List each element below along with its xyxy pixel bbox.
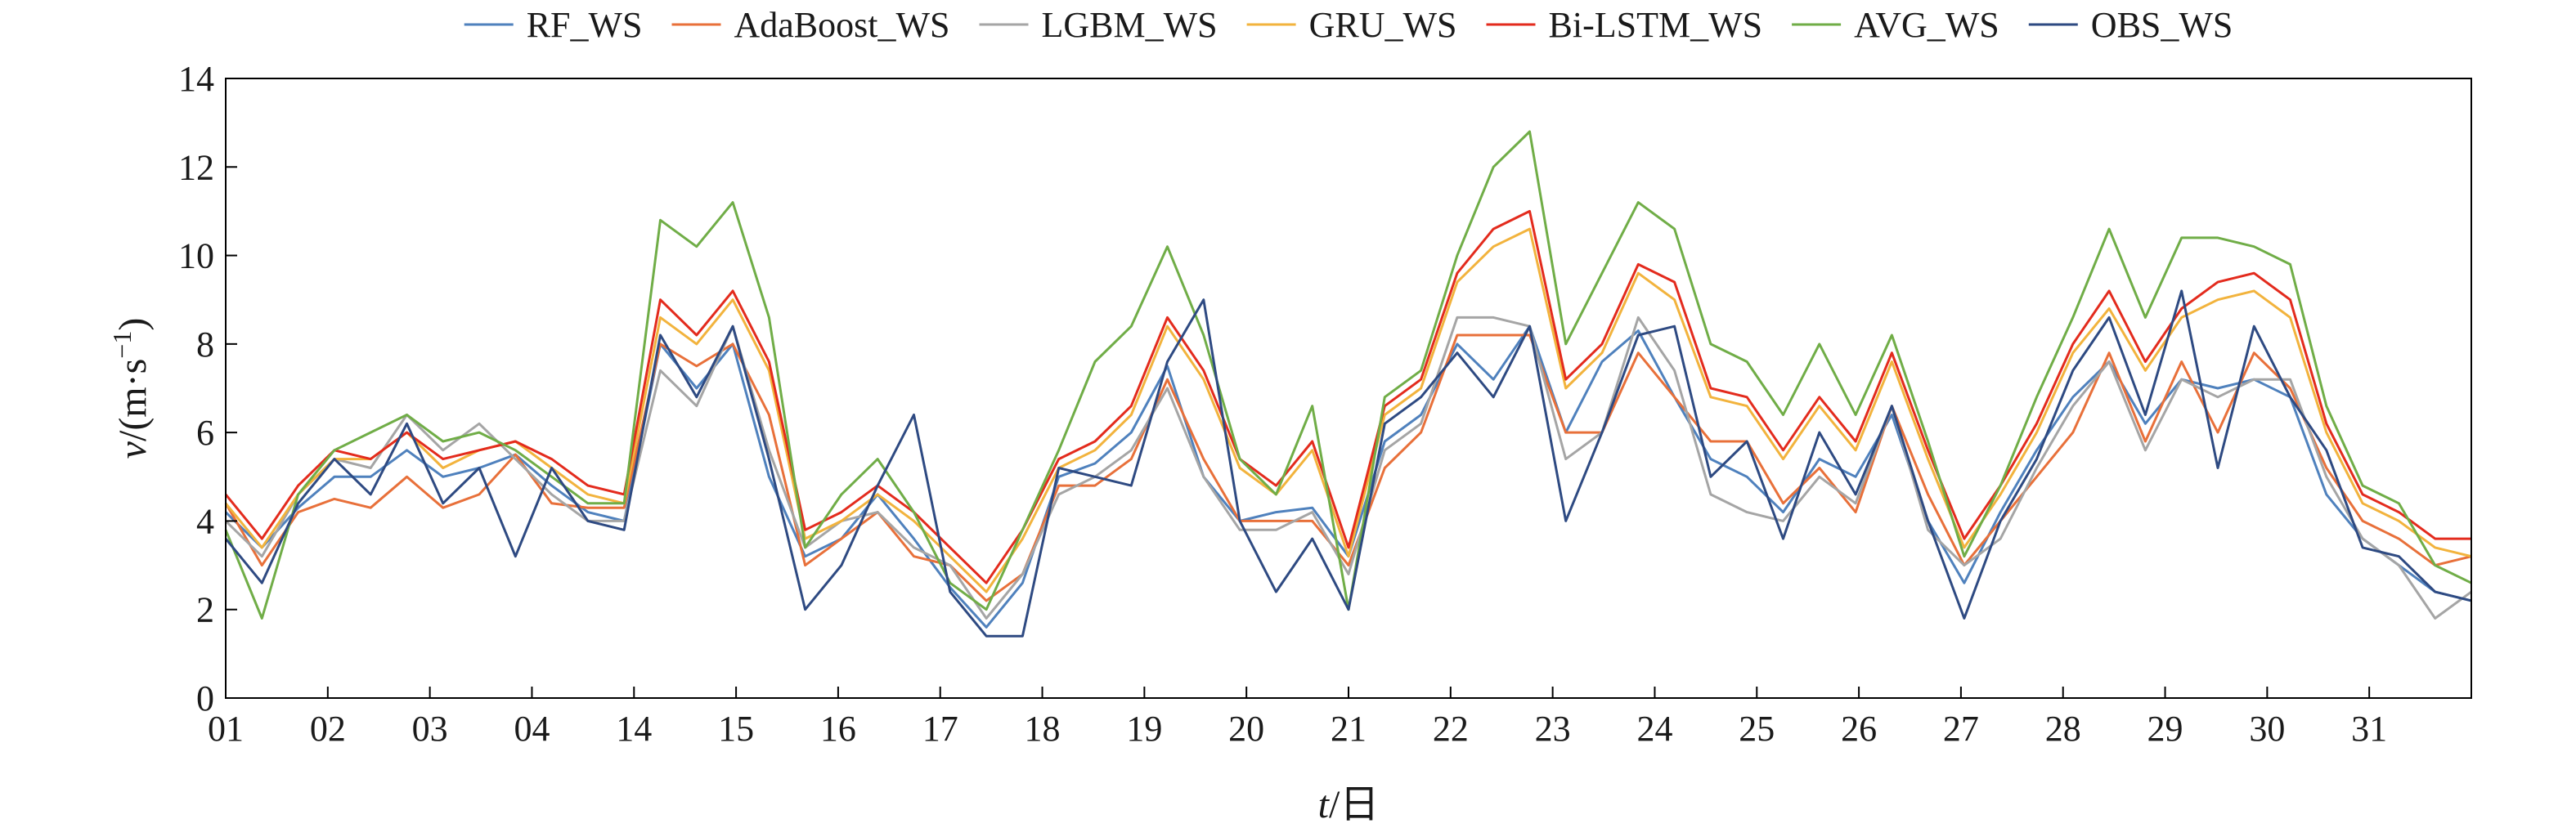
y-tick-label: 12 (178, 147, 214, 187)
x-tick-label: 31 (2351, 709, 2387, 749)
legend-label: GRU_WS (1309, 5, 1457, 45)
x-tick-label: 19 (1126, 709, 1162, 749)
x-tick-label: 15 (718, 709, 754, 749)
y-axis-title-var: v (111, 441, 155, 459)
legend-label: LGBM_WS (1042, 5, 1218, 45)
x-tick-label: 30 (2249, 709, 2285, 749)
x-tick-label: 03 (412, 709, 448, 749)
series-line-gru-ws (224, 227, 2472, 593)
x-tick-label: 23 (1535, 709, 1571, 749)
x-axis-title: t/日 (1318, 783, 1380, 826)
x-axis: 01 02 03 04 14 15 16 17 18 19 20 21 22 23 24 25 26 27 28 29… (208, 687, 2472, 749)
y-tick-label: 8 (196, 324, 214, 365)
x-axis-title-var: t (1318, 783, 1331, 826)
x-tick-label: 17 (922, 709, 958, 749)
legend-item: LGBM_WS (979, 5, 1218, 45)
legend-item: OBS_WS (2028, 5, 2233, 45)
legend-label: AdaBoost_WS (734, 5, 950, 45)
series-line-adaboost-ws (224, 333, 2472, 602)
legend-item: GRU_WS (1246, 5, 1457, 45)
x-tick-label: 18 (1025, 709, 1061, 749)
x-tick-label: 20 (1228, 709, 1264, 749)
y-axis-title-close: ) (111, 318, 155, 331)
legend-item: Bi-LSTM_WS (1486, 5, 1763, 45)
y-tick-label: 4 (196, 501, 214, 541)
y-tick-label: 2 (196, 590, 214, 630)
x-tick-label: 22 (1433, 709, 1469, 749)
y-tick-label: 0 (196, 678, 214, 718)
x-tick-label: 28 (2045, 709, 2081, 749)
y-tick-label: 10 (178, 236, 214, 276)
legend-item: AVG_WS (1792, 5, 1999, 45)
legend-item: RF_WS (464, 5, 643, 45)
x-tick-label: 14 (616, 709, 652, 749)
x-tick-label: 21 (1331, 709, 1367, 749)
x-tick-label: 16 (820, 709, 856, 749)
legend-label: RF_WS (527, 5, 643, 45)
y-axis-title: v/(m·s−1) (107, 318, 155, 459)
x-tick-label: 02 (310, 709, 346, 749)
legend: RF_WS AdaBoost_WS LGBM_WS GRU_WS Bi-LSTM_WS A… (464, 5, 2233, 45)
x-tick-label: 27 (1943, 709, 1979, 749)
series-line-obs-ws (224, 289, 2472, 638)
series-layer (224, 130, 2472, 638)
y-tick-label: 14 (178, 59, 214, 99)
y-axis-title-exponent: −1 (107, 331, 137, 359)
x-tick-label: 04 (514, 709, 550, 749)
legend-item: AdaBoost_WS (671, 5, 950, 45)
y-tick-label: 6 (196, 413, 214, 453)
legend-label: OBS_WS (2091, 5, 2233, 45)
legend-label: AVG_WS (1854, 5, 1999, 45)
x-tick-label: 26 (1841, 709, 1877, 749)
x-tick-label: 25 (1739, 709, 1775, 749)
series-line-bi-lstm-ws (224, 209, 2471, 584)
x-tick-label: 24 (1636, 709, 1672, 749)
x-tick-label: 01 (208, 709, 244, 749)
y-axis-title-unit: /(m·s (111, 359, 155, 441)
legend-label: Bi-LSTM_WS (1549, 5, 1763, 45)
x-axis-title-unit: /日 (1329, 783, 1379, 826)
y-axis: 0 2 4 6 8 10 12 14 (178, 59, 237, 718)
series-line-lgbm-ws (224, 316, 2472, 620)
x-tick-label: 29 (2147, 709, 2183, 749)
